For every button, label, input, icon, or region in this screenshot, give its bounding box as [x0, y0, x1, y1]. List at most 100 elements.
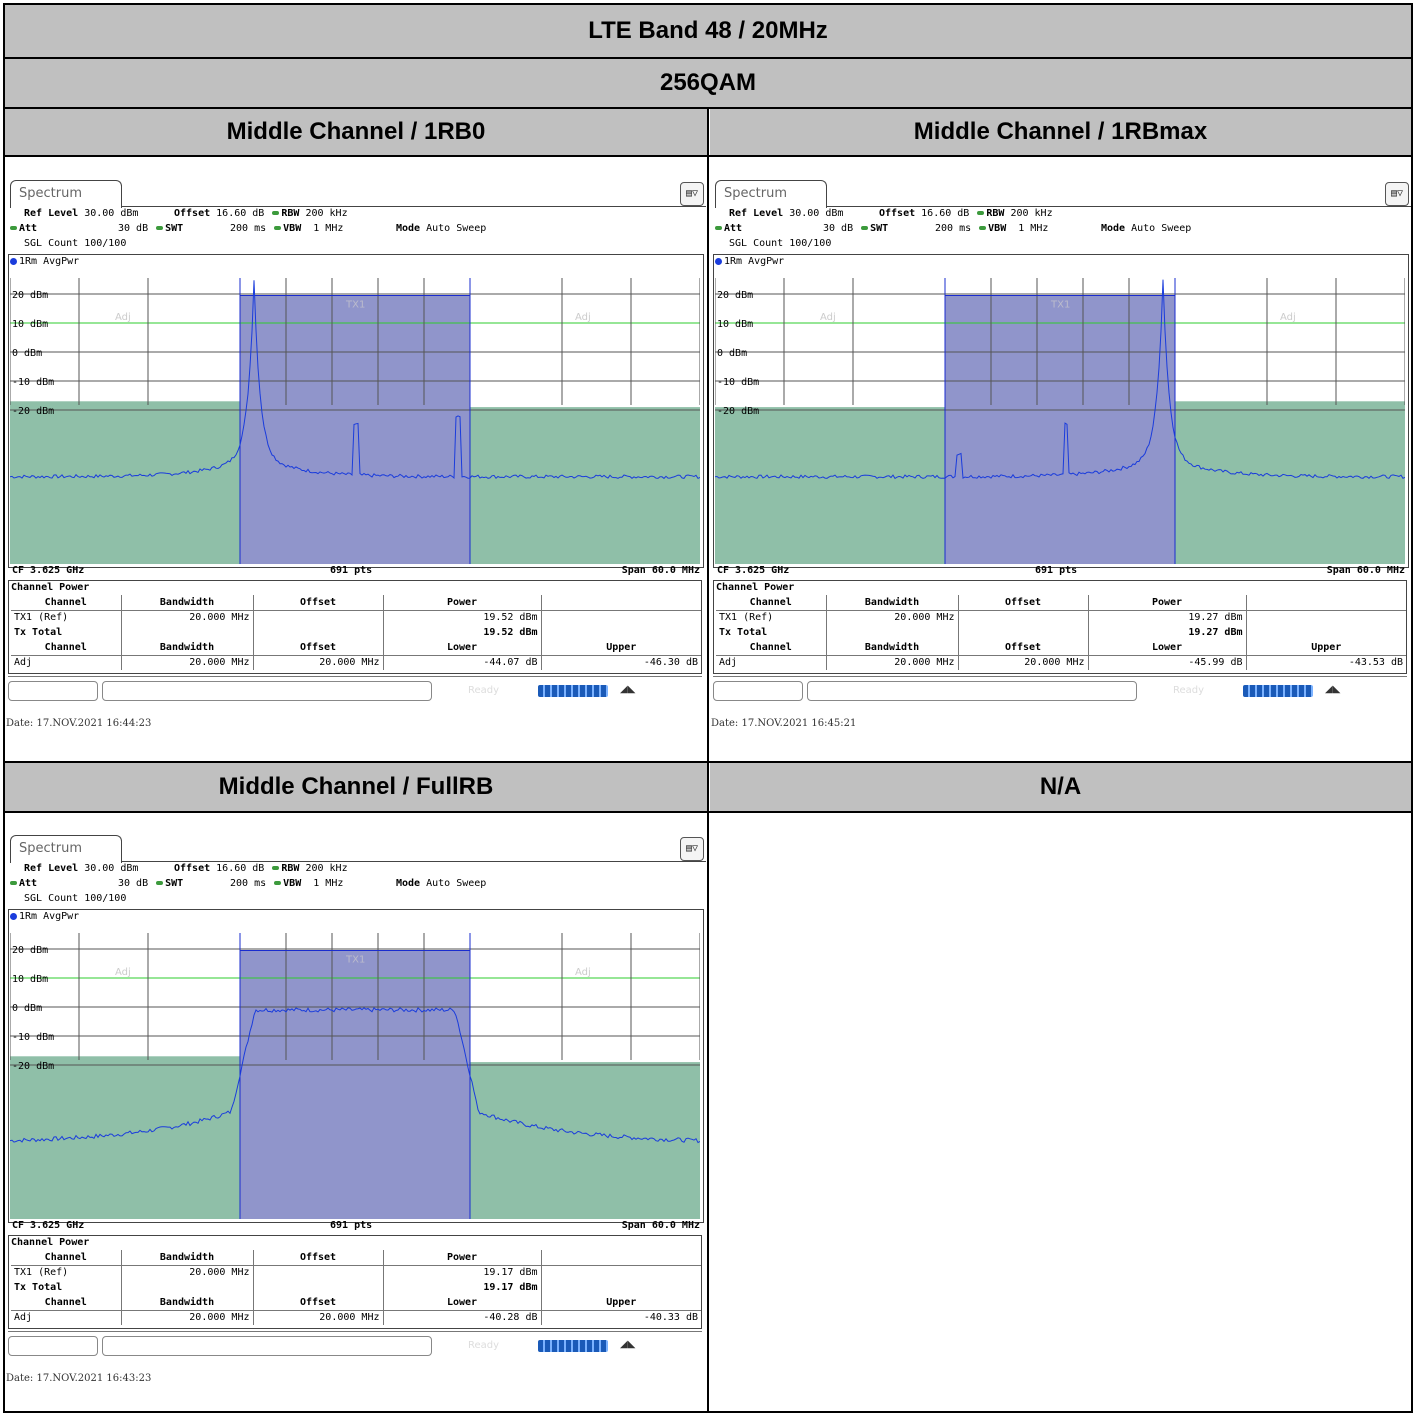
tab-border — [122, 861, 706, 862]
table-header: Channel Bandwidth Offset Lower Upper — [11, 1295, 701, 1311]
adj-label-right: Adj — [1280, 312, 1296, 323]
ready-indicator: Ready — [1173, 685, 1205, 696]
spectrum-screenshot: Spectrum ▤▽ Ref Level 30.00 dBm Offset 1… — [711, 160, 1413, 752]
spectrum-plot: 20 dBm 10 dBm 0 dBm -10 dBm -20 dBm Adj Adj TX1 — [715, 278, 1405, 564]
table-row: Adj 20.000 MHz 20.000 MHz -45.99 dB -43.… — [716, 655, 1406, 670]
adj-label-left: Adj — [115, 967, 131, 978]
spectrum-trace — [715, 279, 1405, 480]
adj-label-left: Adj — [115, 312, 131, 323]
adjacent-limit-left — [10, 401, 240, 564]
table-header: Channel Bandwidth Offset Power — [716, 595, 1406, 611]
status-message-field[interactable] — [102, 1336, 432, 1356]
status-bar: Ready ◢◣ — [8, 1331, 702, 1356]
plot-frame — [713, 254, 1409, 568]
y-tick-label: 20 dBm — [717, 290, 753, 301]
y-tick-label: 0 dBm — [12, 348, 42, 359]
spectrum-screenshot: Spectrum ▤▽ Ref Level 30.00 dBm Offset 1… — [6, 815, 708, 1407]
adjacent-limit-right — [470, 407, 700, 564]
mode-row: Mode Auto Sweep — [396, 878, 487, 889]
channel-label: TX1 — [345, 954, 365, 965]
status-field[interactable] — [713, 681, 803, 701]
adj-label-left: Adj — [820, 312, 836, 323]
channel-bar — [945, 295, 1175, 564]
y-tick-label: -10 dBm — [12, 377, 54, 388]
adjacent-limit-right — [470, 1062, 700, 1219]
adjacent-limit-left — [10, 1056, 240, 1219]
settings-icon[interactable]: ▤▽ — [680, 182, 704, 206]
span-value: Span 60.0 MHz — [621, 565, 700, 576]
att-value: 30 dB SWT — [823, 223, 889, 234]
plot-frame — [8, 254, 704, 568]
table-row: Tx Total 19.17 dBm — [11, 1280, 701, 1295]
y-tick-label: 20 dBm — [12, 290, 48, 301]
spectrum-tab[interactable]: Spectrum — [10, 180, 122, 208]
swt-row: 200 ms VBW 1 MHz — [230, 878, 344, 889]
mode-row: Mode Auto Sweep — [396, 223, 487, 234]
divider — [3, 57, 1413, 59]
capture-date: Date: 17.NOV.2021 16:43:23 — [6, 1373, 152, 1384]
status-icon: ◢◣ — [1325, 684, 1341, 695]
channel-power-title: Channel Power — [11, 1237, 90, 1248]
offset-row: Offset 16.60 dB RBW 200 kHz — [174, 208, 348, 219]
y-tick-label: -20 dBm — [717, 406, 759, 417]
ref-level-row: Ref Level 30.00 dBm — [24, 208, 139, 219]
table-header: Channel Bandwidth Offset Lower Upper — [11, 640, 701, 656]
spectrum-plot: 20 dBm 10 dBm 0 dBm -10 dBm -20 dBm Adj Adj TX1 — [10, 933, 700, 1219]
status-message-field[interactable] — [102, 681, 432, 701]
channel-power-table: Channel Power Channel Bandwidth Offset P… — [713, 580, 1407, 674]
sweep-progress — [538, 1340, 608, 1352]
trace-label: 1Rm AvgPwr — [715, 256, 784, 267]
swt-row: 200 ms VBW 1 MHz — [935, 223, 1049, 234]
tab-border — [122, 206, 706, 207]
channel-power-table: Channel Power Channel Bandwidth Offset P… — [8, 1235, 702, 1329]
table-row: Adj 20.000 MHz 20.000 MHz -44.07 dB -46.… — [11, 655, 701, 670]
offset-row: Offset 16.60 dB RBW 200 kHz — [879, 208, 1053, 219]
spectrum-tab[interactable]: Spectrum — [10, 835, 122, 863]
channel-bar — [240, 950, 470, 1219]
table-header: Channel Bandwidth Offset Power — [11, 595, 701, 611]
adj-label-right: Adj — [575, 967, 591, 978]
status-field[interactable] — [8, 681, 98, 701]
y-tick-label: -10 dBm — [717, 377, 759, 388]
center-frequency: CF 3.625 GHz — [12, 565, 85, 576]
y-tick-label: 10 dBm — [12, 319, 48, 330]
channel-bar — [240, 295, 470, 564]
status-message-field[interactable] — [807, 681, 1137, 701]
offset-row: Offset 16.60 dB RBW 200 kHz — [174, 863, 348, 874]
sweep-progress — [1243, 685, 1313, 697]
panel-heading-na: N/A — [710, 763, 1411, 811]
status-icon: ◢◣ — [620, 684, 636, 695]
y-tick-label: -20 dBm — [12, 406, 54, 417]
sweep-progress — [538, 685, 608, 697]
att-value: 30 dB SWT — [118, 223, 184, 234]
att-row: Att — [8, 878, 37, 889]
y-tick-label: 0 dBm — [717, 348, 747, 359]
center-frequency: CF 3.625 GHz — [717, 565, 790, 576]
column-divider — [707, 107, 709, 1413]
table-row: TX1 (Ref) 20.000 MHz 19.17 dBm — [11, 1265, 701, 1280]
point-count: 691 pts — [330, 1220, 373, 1231]
status-field[interactable] — [8, 1336, 98, 1356]
ref-level-row: Ref Level 30.00 dBm — [729, 208, 844, 219]
spectrum-tab[interactable]: Spectrum — [715, 180, 827, 208]
table-row: TX1 (Ref) 20.000 MHz 19.52 dBm — [11, 610, 701, 625]
ref-level-row: Ref Level 30.00 dBm — [24, 863, 139, 874]
settings-icon[interactable]: ▤▽ — [680, 837, 704, 861]
channel-label: TX1 — [345, 299, 365, 310]
sweep-count: SGL Count 100/100 — [24, 238, 127, 249]
sweep-count: SGL Count 100/100 — [24, 893, 127, 904]
table-header: Channel Bandwidth Offset Lower Upper — [716, 640, 1406, 656]
settings-icon[interactable]: ▤▽ — [1385, 182, 1409, 206]
y-tick-label: -20 dBm — [12, 1061, 54, 1072]
channel-power-title: Channel Power — [716, 582, 795, 593]
att-row: Att — [8, 223, 37, 234]
adjacent-limit-right — [1175, 401, 1405, 564]
channel-power-title: Channel Power — [11, 582, 90, 593]
point-count: 691 pts — [330, 565, 373, 576]
channel-power-table: Channel Power Channel Bandwidth Offset P… — [8, 580, 702, 674]
y-tick-label: 20 dBm — [12, 945, 48, 956]
plot-frame — [8, 909, 704, 1223]
spectrum-screenshot: Spectrum ▤▽ Ref Level 30.00 dBm Offset 1… — [6, 160, 708, 752]
span-value: Span 60.0 MHz — [1326, 565, 1405, 576]
spectrum-trace — [10, 1006, 700, 1144]
